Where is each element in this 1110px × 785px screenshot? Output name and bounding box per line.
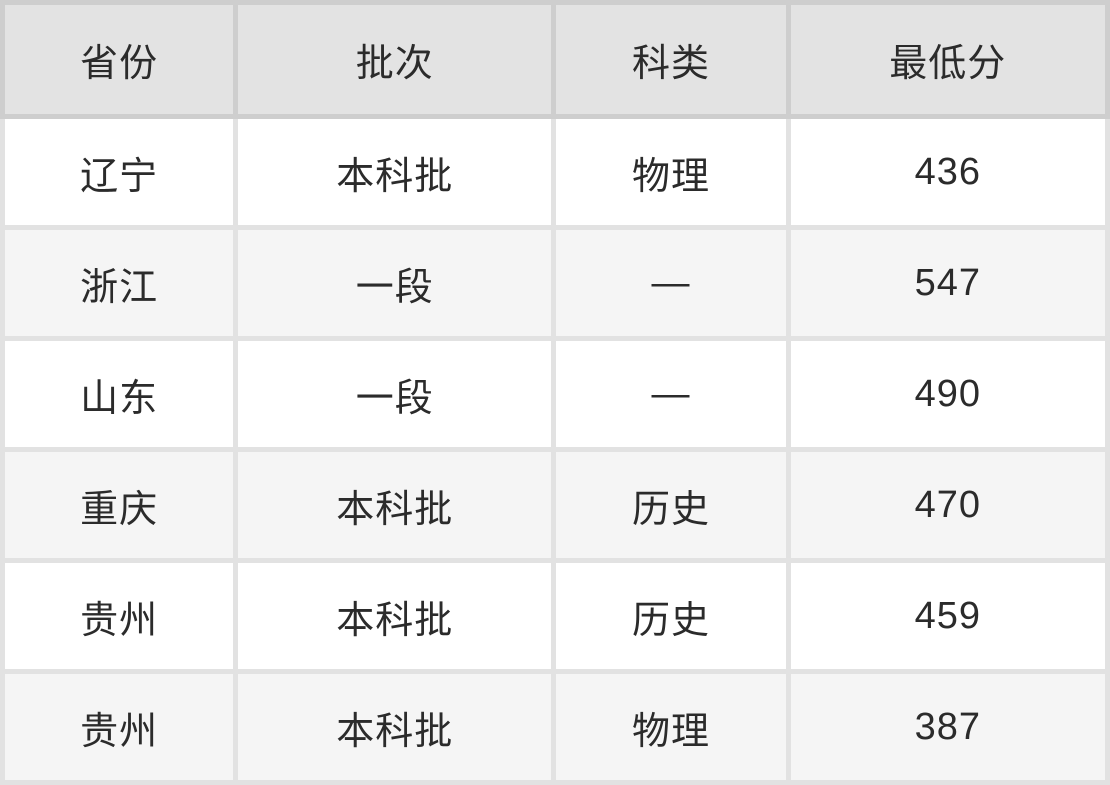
- table-row: 贵州 本科批 物理 387: [0, 669, 1110, 785]
- cell-batch: 一段: [233, 225, 557, 341]
- cell-province: 重庆: [0, 447, 239, 563]
- table-row: 辽宁 本科批 物理 436: [0, 114, 1110, 230]
- cell-province: 贵州: [0, 669, 239, 785]
- header-row: 省份 批次 科类 最低分: [0, 0, 1110, 119]
- cell-min-score: 459: [785, 558, 1110, 674]
- cell-category: —: [551, 225, 791, 341]
- cell-min-score: 490: [785, 336, 1110, 452]
- cell-province: 贵州: [0, 558, 239, 674]
- cell-batch: 一段: [233, 336, 557, 452]
- cell-min-score: 436: [785, 114, 1110, 230]
- cell-category: 物理: [551, 114, 791, 230]
- cell-batch: 本科批: [233, 669, 557, 785]
- table-row: 浙江 一段 — 547: [0, 225, 1110, 341]
- cell-province: 浙江: [0, 225, 239, 341]
- cell-batch: 本科批: [233, 114, 557, 230]
- cell-category: 物理: [551, 669, 791, 785]
- column-header-min-score: 最低分: [785, 0, 1110, 119]
- cell-province: 辽宁: [0, 114, 239, 230]
- column-header-category: 科类: [551, 0, 791, 119]
- table-header: 省份 批次 科类 最低分: [0, 0, 1110, 119]
- cell-batch: 本科批: [233, 558, 557, 674]
- table-row: 重庆 本科批 历史 470: [0, 447, 1110, 563]
- cell-category: 历史: [551, 558, 791, 674]
- cell-category: —: [551, 336, 791, 452]
- cell-province: 山东: [0, 336, 239, 452]
- cell-min-score: 387: [785, 669, 1110, 785]
- column-header-province: 省份: [0, 0, 239, 119]
- column-header-batch: 批次: [233, 0, 557, 119]
- cell-min-score: 547: [785, 225, 1110, 341]
- table-body: 辽宁 本科批 物理 436 浙江 一段 — 547 山东 一段 — 490 重庆…: [0, 114, 1110, 785]
- table-row: 贵州 本科批 历史 459: [0, 558, 1110, 674]
- table-row: 山东 一段 — 490: [0, 336, 1110, 452]
- cell-category: 历史: [551, 447, 791, 563]
- cell-batch: 本科批: [233, 447, 557, 563]
- cell-min-score: 470: [785, 447, 1110, 563]
